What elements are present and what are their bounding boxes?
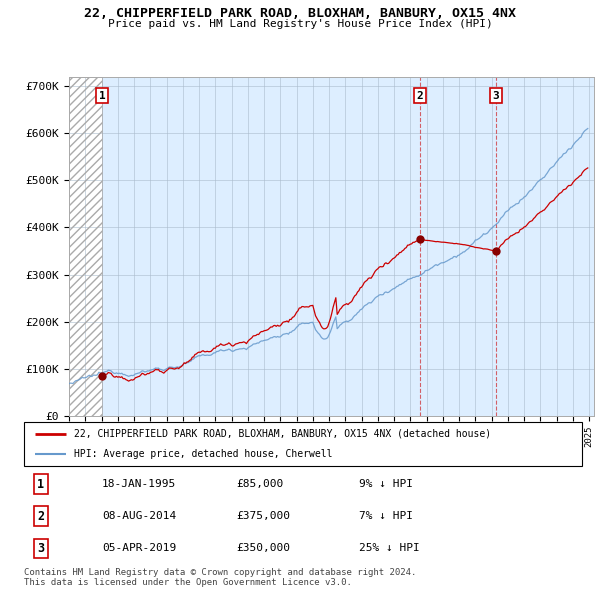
- Text: 2: 2: [416, 90, 423, 100]
- Text: 7% ↓ HPI: 7% ↓ HPI: [359, 512, 413, 521]
- Text: 18-JAN-1995: 18-JAN-1995: [102, 479, 176, 489]
- Text: Price paid vs. HM Land Registry's House Price Index (HPI): Price paid vs. HM Land Registry's House …: [107, 19, 493, 29]
- Text: £85,000: £85,000: [236, 479, 283, 489]
- Text: 25% ↓ HPI: 25% ↓ HPI: [359, 543, 419, 553]
- Text: 3: 3: [492, 90, 499, 100]
- Bar: [69, 77, 103, 416]
- Text: £375,000: £375,000: [236, 512, 290, 521]
- Text: 05-APR-2019: 05-APR-2019: [102, 543, 176, 553]
- Text: 08-AUG-2014: 08-AUG-2014: [102, 512, 176, 521]
- Text: £350,000: £350,000: [236, 543, 290, 553]
- Text: 22, CHIPPERFIELD PARK ROAD, BLOXHAM, BANBURY, OX15 4NX (detached house): 22, CHIPPERFIELD PARK ROAD, BLOXHAM, BAN…: [74, 429, 491, 439]
- Text: 1: 1: [99, 90, 106, 100]
- Bar: [69, 77, 103, 416]
- Text: 2: 2: [37, 510, 44, 523]
- Text: 3: 3: [37, 542, 44, 555]
- Text: HPI: Average price, detached house, Cherwell: HPI: Average price, detached house, Cher…: [74, 449, 333, 459]
- Text: 1: 1: [37, 478, 44, 491]
- FancyBboxPatch shape: [24, 422, 582, 466]
- Text: 9% ↓ HPI: 9% ↓ HPI: [359, 479, 413, 489]
- Text: Contains HM Land Registry data © Crown copyright and database right 2024.
This d: Contains HM Land Registry data © Crown c…: [24, 568, 416, 587]
- Text: 22, CHIPPERFIELD PARK ROAD, BLOXHAM, BANBURY, OX15 4NX: 22, CHIPPERFIELD PARK ROAD, BLOXHAM, BAN…: [84, 7, 516, 20]
